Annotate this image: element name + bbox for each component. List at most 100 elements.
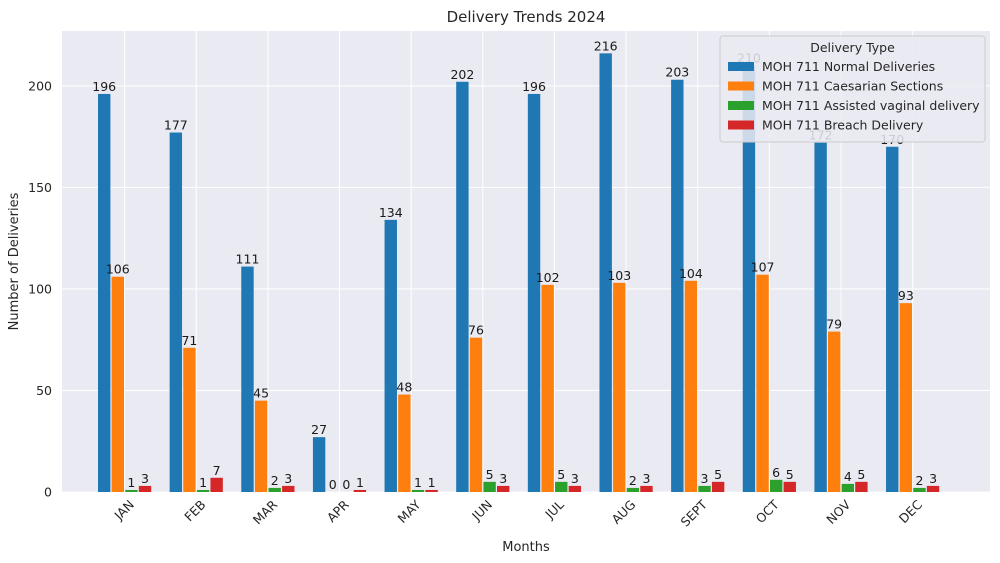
data-label: 2 [629, 473, 637, 488]
y-axis-ticks: 0 50 100 150 200 [28, 78, 52, 499]
legend-swatch [728, 101, 754, 110]
bar [599, 53, 612, 493]
bar [568, 485, 582, 492]
y-tick-label: 0 [44, 485, 52, 500]
bar [640, 485, 653, 492]
bar [541, 284, 554, 492]
x-tick-label: MAR [250, 497, 281, 528]
data-label: 177 [164, 118, 188, 133]
bar [98, 93, 111, 493]
bar [411, 489, 425, 492]
bar [742, 65, 756, 492]
legend-label: MOH 711 Breach Delivery [762, 118, 924, 133]
bar [913, 487, 926, 492]
bar [183, 347, 196, 492]
data-label: 5 [486, 467, 494, 482]
data-label: 3 [643, 471, 651, 486]
data-label: 4 [844, 469, 852, 484]
data-label: 0 [342, 477, 350, 492]
data-label: 1 [428, 475, 436, 490]
bar [828, 331, 841, 492]
legend: Delivery Type MOH 711 Normal DeliveriesM… [719, 35, 986, 143]
legend-swatch [728, 62, 754, 71]
data-label: 3 [929, 471, 937, 486]
bar [769, 479, 783, 492]
legend-swatch [728, 120, 754, 130]
bar [814, 142, 827, 492]
data-label: 216 [594, 38, 618, 53]
data-label: 196 [92, 79, 116, 94]
data-label: 3 [284, 471, 292, 486]
x-axis-label: Months [502, 540, 550, 555]
data-label: 7 [213, 463, 221, 478]
bar [169, 132, 183, 492]
bar [684, 280, 698, 492]
x-tick-label: JUL [541, 497, 566, 522]
x-tick-label: MAY [395, 497, 424, 526]
x-tick-label: JAN [111, 497, 137, 523]
bar [613, 282, 626, 492]
legend-items: MOH 711 Normal Deliveries MOH 711 Caesari… [728, 59, 980, 133]
bar [384, 219, 397, 492]
bar [671, 79, 684, 493]
data-label: 27 [311, 422, 327, 437]
x-tick-label: NOV [823, 497, 853, 527]
bar [483, 481, 496, 492]
legend-title: Delivery Type [810, 40, 895, 55]
data-label: 5 [857, 467, 865, 482]
data-label: 93 [898, 288, 914, 303]
bar [138, 485, 152, 492]
bar [756, 274, 769, 492]
bar [398, 394, 411, 492]
bar [312, 437, 326, 492]
x-tick-label: APR [324, 497, 352, 525]
data-label: 5 [557, 467, 565, 482]
data-label: 196 [522, 79, 546, 94]
data-label: 202 [450, 67, 474, 82]
bar [282, 485, 295, 492]
bar [527, 93, 541, 493]
data-label: 2 [271, 473, 279, 488]
data-label: 1 [414, 475, 422, 490]
bar [210, 477, 223, 492]
bars-group [98, 53, 940, 493]
bar [841, 483, 854, 492]
legend-label: MOH 711 Normal Deliveries [762, 59, 935, 74]
data-label: 5 [714, 467, 722, 482]
bar [886, 146, 899, 493]
legend-box [719, 35, 986, 143]
bar [456, 81, 469, 492]
bar [626, 487, 640, 492]
legend-label: MOH 711 Assisted vaginal delivery [762, 98, 980, 113]
data-label: 48 [396, 380, 412, 395]
data-label: 3 [701, 471, 709, 486]
x-tick-label: JUN [468, 497, 495, 524]
bar [196, 489, 210, 492]
x-tick-label: FEB [181, 497, 208, 524]
data-label: 134 [379, 205, 403, 220]
data-label: 3 [141, 471, 149, 486]
x-tick-label: OCT [753, 497, 782, 526]
bar [353, 489, 367, 492]
data-label: 76 [468, 323, 484, 338]
y-tick-label: 150 [28, 180, 52, 195]
x-tick-label: DEC [896, 497, 925, 526]
data-label: 203 [665, 65, 689, 80]
data-label: 104 [679, 266, 703, 281]
legend-label: MOH 711 Caesarian Sections [762, 79, 943, 94]
bar [855, 481, 868, 492]
data-label: 102 [536, 270, 560, 285]
bar [555, 481, 568, 492]
data-label: 79 [826, 317, 842, 332]
data-label: 0 [329, 477, 337, 492]
bar [497, 485, 510, 492]
bar [425, 489, 438, 492]
data-label: 1 [127, 475, 135, 490]
data-label: 71 [181, 333, 197, 348]
bar [254, 400, 268, 492]
y-tick-label: 50 [36, 383, 52, 398]
data-label: 1 [199, 475, 207, 490]
bar [926, 485, 940, 492]
y-tick-label: 100 [28, 281, 52, 296]
